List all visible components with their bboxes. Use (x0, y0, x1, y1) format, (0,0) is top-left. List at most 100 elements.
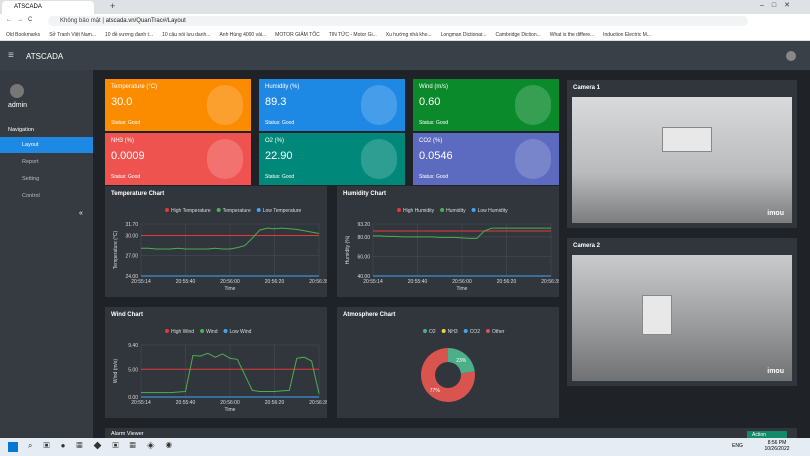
card-icon (515, 85, 551, 125)
card-value: 0.0546 (419, 150, 453, 162)
menu-icon[interactable]: ≡ (8, 50, 14, 61)
action-button[interactable]: Action (747, 431, 787, 439)
bookmark[interactable]: 10 đề vương đanh t... (105, 32, 154, 38)
chart-title: Wind Chart (111, 312, 143, 318)
legend-label: High Humidity (403, 208, 435, 214)
chart: High Temperature Temperature Low Temperatu… (113, 208, 327, 292)
y-tick-label: 27.00 (125, 254, 138, 260)
window-controls[interactable]: –□✕ (760, 2, 798, 9)
card-status: Status: Good (111, 174, 141, 180)
user-name: admin (8, 102, 28, 109)
chart-panel: Atmosphere Chart O2 NH3 CO2 Other 23% 77% (337, 307, 559, 418)
tab-bar: ATSCADA + –□✕ (0, 0, 810, 14)
y-tick-label: 40.00 (357, 274, 370, 280)
bookmark[interactable]: TIN TỨC - Motor Gi... (328, 32, 377, 38)
legend-swatch (423, 329, 427, 333)
legend-label: Wind (206, 329, 218, 335)
legend-swatch (165, 208, 169, 212)
security-label: Không bảo mật (60, 18, 101, 24)
taskbar: ⌕▣●▦◆▣▦◈◉ ENG 8:56 PM 10/26/2022 (0, 438, 810, 456)
bookmark[interactable]: Anh Hùng 4000 vài... (219, 32, 267, 38)
pie-slice (421, 348, 475, 402)
alarm-title: Alarm Viewer (111, 431, 144, 437)
chart-panel: Wind Chart High Wind Wind Low Wind 0.00 5.00 9… (105, 307, 327, 418)
bookmark[interactable]: Xu hướng nhà kho... (385, 32, 432, 38)
camera-title: Camera 2 (573, 243, 601, 249)
taskbar-apps[interactable]: ⌕▣●▦◆▣▦◈◉ (28, 441, 183, 450)
x-tick-label: 20:56:00 (452, 279, 472, 285)
card-value: 0.0009 (111, 150, 145, 162)
card-status: Status: Good (265, 174, 295, 180)
chart: High Humidity Humidity Low Humidity 40.00 60… (345, 208, 559, 292)
x-axis-title: Time (225, 286, 236, 292)
pie-slice (448, 348, 475, 374)
card-label: NH3 (%) (111, 138, 135, 144)
chart-title: Temperature Chart (111, 191, 165, 197)
status-card: O2 (%) 22.90 Status: Good (259, 133, 405, 185)
legend-label: High Wind (171, 329, 194, 335)
bookmark[interactable]: 10 câu nói lưu danh... (162, 32, 211, 38)
legend-swatch (165, 329, 169, 333)
nav-item[interactable]: Layout (0, 137, 93, 153)
x-tick-label: 20:56:00 (220, 279, 240, 285)
user-icon[interactable] (786, 51, 796, 61)
nav-item[interactable]: Report (22, 159, 39, 165)
x-axis-title: Time (225, 407, 236, 413)
camera-panel: Camera 2 imou (567, 238, 797, 386)
status-card: Wind (m/s) 0.60 Status: Good (413, 79, 559, 131)
card-label: O2 (%) (265, 138, 285, 144)
y-axis-title: Wind (m/s) (113, 359, 119, 384)
slice-label: 77% (430, 388, 441, 394)
start-button[interactable] (8, 442, 18, 452)
omnibox[interactable]: Không bảo mật | atscada.vn/QuanTrac#/Lay… (48, 16, 748, 26)
card-icon (207, 139, 243, 179)
legend-label: O2 (429, 329, 436, 335)
clock: 8:56 PM 10/26/2022 (762, 440, 792, 452)
new-tab[interactable]: + (110, 1, 116, 11)
nav-item[interactable]: Setting (22, 176, 40, 182)
card-icon (515, 139, 551, 179)
bookmark[interactable]: Induction Electric M... (603, 32, 651, 38)
tab-title: ATSCADA (14, 4, 42, 10)
legend-label: Low Wind (229, 329, 251, 335)
bookmark[interactable]: Sở Tranh Việt Nam... (49, 32, 97, 38)
bookmark[interactable]: Old Bookmarks (6, 32, 41, 38)
camera-brand: imou (767, 368, 784, 375)
status-card: Temperature (°C) 30.0 Status: Good (105, 79, 251, 131)
legend-label: NH3 (448, 329, 458, 335)
nav-buttons[interactable]: ←→C (6, 17, 38, 23)
bookmark[interactable]: MOTOR GIẢM TỐC (275, 32, 320, 38)
camera-panel: Camera 1 imou (567, 80, 797, 228)
card-label: Temperature (°C) (111, 84, 158, 90)
bookmark[interactable]: Cambridge Diction... (495, 32, 541, 38)
x-axis-title: Time (457, 286, 468, 292)
legend-label: Other (492, 329, 505, 335)
bookmark[interactable]: Longman Dictionar... (440, 32, 487, 38)
app-title: ATSCADA (26, 52, 64, 61)
legend-swatch (441, 329, 446, 333)
card-label: Humidity (%) (265, 84, 300, 90)
legend-swatch (200, 329, 205, 333)
camera-title: Camera 1 (573, 85, 601, 91)
y-tick-label: 30.00 (125, 233, 138, 239)
camera-object (662, 127, 712, 152)
collapse-button[interactable]: « (79, 210, 83, 217)
bookmark[interactable]: What is the differe... (549, 32, 595, 38)
y-axis-title: Humidity (%) (345, 235, 351, 264)
sidebar: admin Navigation « (0, 70, 93, 438)
avatar (10, 84, 24, 98)
card-status: Status: Good (265, 120, 295, 126)
legend-label: Temperature (223, 208, 251, 214)
legend-label: Low Humidity (478, 208, 509, 214)
x-tick-label: 20:56:39 (541, 279, 559, 285)
tab[interactable]: ATSCADA (2, 1, 94, 14)
nav-item[interactable]: Control (22, 193, 40, 199)
y-tick-label: 0.00 (128, 395, 138, 401)
x-tick-label: 20:55:14 (131, 279, 151, 285)
legend-swatch (223, 329, 228, 333)
x-tick-label: 20:55:14 (363, 279, 383, 285)
bookmarks-bar: Old Bookmarks Sở Tranh Việt Nam... 10 đề v… (0, 28, 810, 41)
x-tick-label: 20:55:40 (176, 400, 196, 406)
legend-swatch (471, 208, 476, 212)
